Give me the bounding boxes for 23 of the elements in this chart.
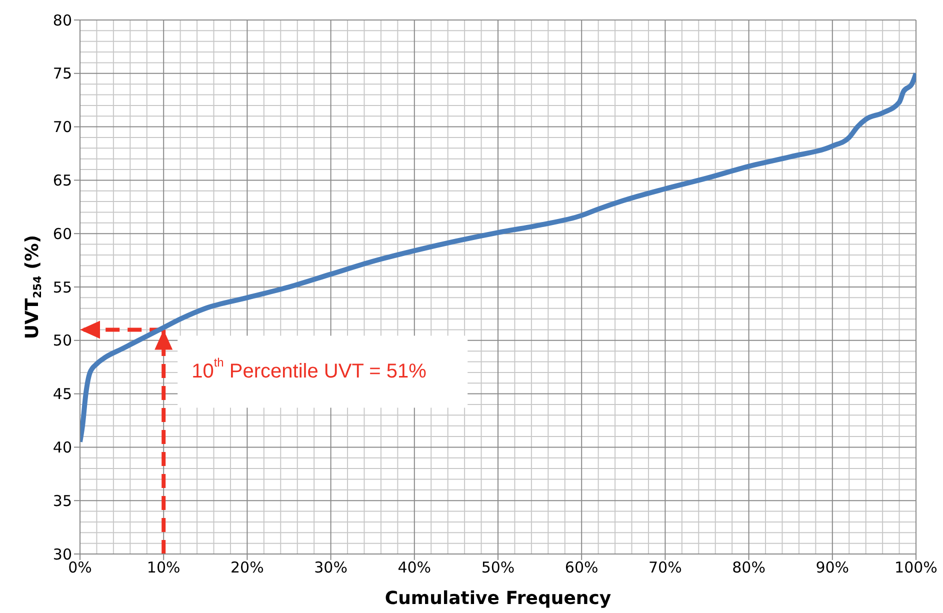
x-tick-label: 90% bbox=[816, 558, 850, 577]
annotation: 10$^{th}$ Percentile UVT = 51% bbox=[192, 356, 427, 383]
y-tick-label: 75 bbox=[52, 64, 72, 83]
x-tick-label: 30% bbox=[314, 558, 348, 577]
x-tick-label: 70% bbox=[648, 558, 682, 577]
x-tick-label: 80% bbox=[732, 558, 766, 577]
x-tick-label: 60% bbox=[564, 558, 598, 577]
x-tick-label: 20% bbox=[230, 558, 264, 577]
x-tick-label: 100% bbox=[894, 558, 938, 577]
x-tick-label: 10% bbox=[146, 558, 180, 577]
y-tick-label: 80 bbox=[52, 11, 72, 30]
y-tick-label: 65 bbox=[52, 172, 72, 190]
y-tick-label: 70 bbox=[52, 118, 72, 136]
y-tick-label: 50 bbox=[52, 332, 72, 350]
x-tick-label: 40% bbox=[398, 558, 432, 577]
y-tick-label: 60 bbox=[52, 224, 72, 243]
x-tick-label: 0% bbox=[68, 558, 92, 577]
x-tick-label: 50% bbox=[481, 558, 515, 577]
x-axis-title: Cumulative Frequency bbox=[384, 588, 612, 609]
y-tick-label: 35 bbox=[52, 492, 72, 510]
y-tick-label: 55 bbox=[52, 278, 72, 296]
y-tick-label: 40 bbox=[52, 438, 72, 457]
y-tick-label: 45 bbox=[52, 385, 72, 404]
